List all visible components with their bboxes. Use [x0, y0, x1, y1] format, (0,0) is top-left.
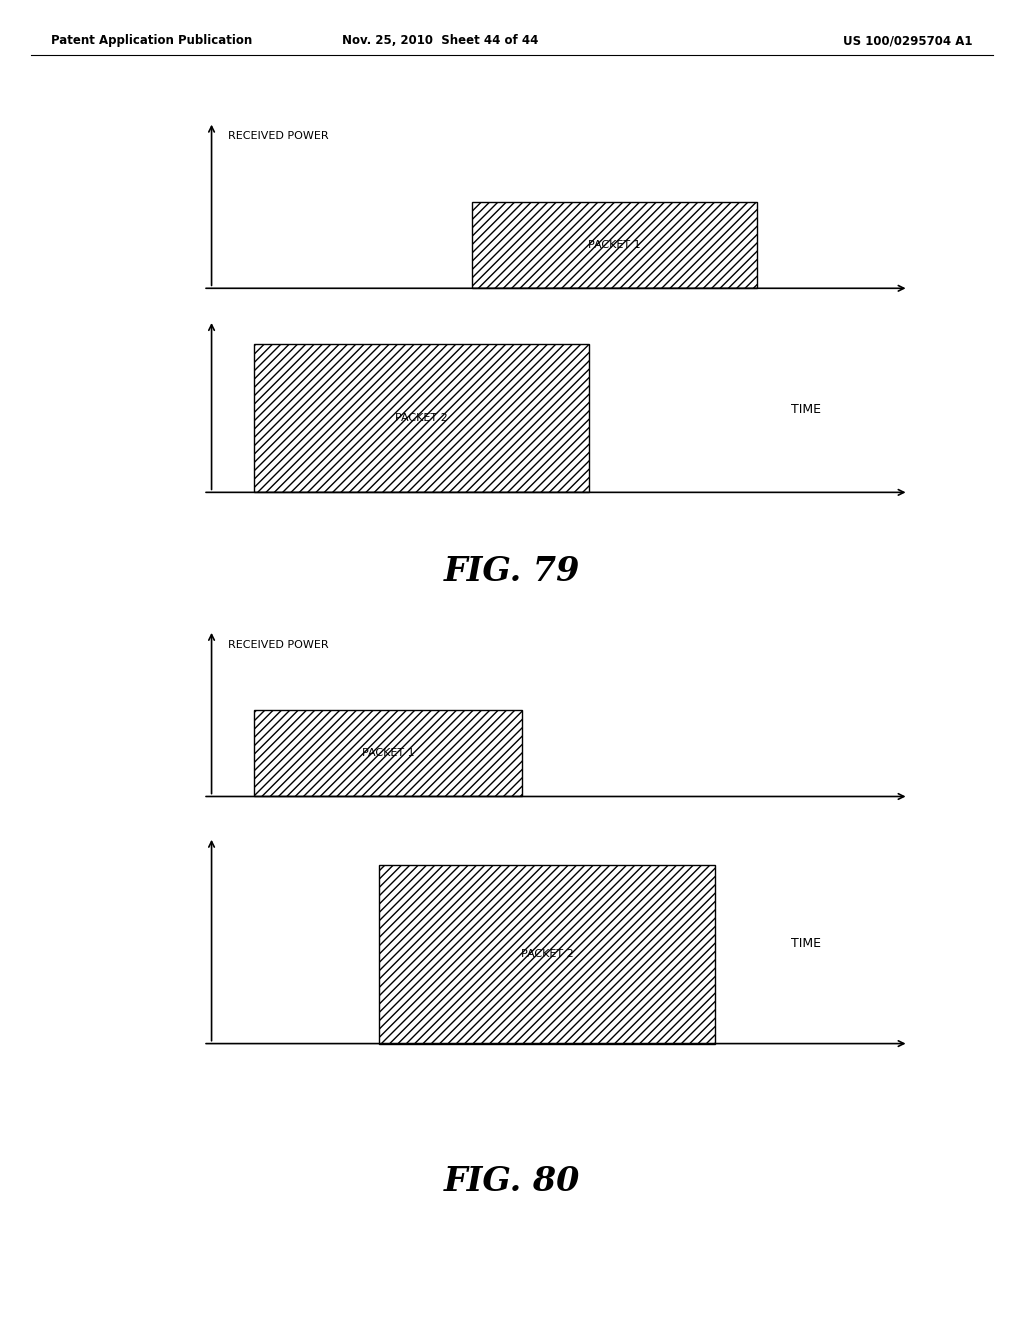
Text: PACKET 2: PACKET 2 — [395, 413, 447, 424]
Text: TIME: TIME — [791, 937, 821, 950]
Bar — [472, 202, 758, 288]
Text: RECEIVED POWER: RECEIVED POWER — [228, 639, 329, 649]
Text: US 100/0295704 A1: US 100/0295704 A1 — [844, 34, 973, 48]
Text: Patent Application Publication: Patent Application Publication — [51, 34, 253, 48]
Text: FIG. 79: FIG. 79 — [443, 556, 581, 589]
Text: FIG. 80: FIG. 80 — [443, 1166, 581, 1199]
Bar — [254, 710, 522, 796]
Text: PACKET 1: PACKET 1 — [361, 748, 414, 759]
Text: PACKET 2: PACKET 2 — [521, 949, 573, 960]
Text: Nov. 25, 2010  Sheet 44 of 44: Nov. 25, 2010 Sheet 44 of 44 — [342, 34, 539, 48]
Text: PACKET 1: PACKET 1 — [589, 240, 641, 251]
Text: TIME: TIME — [791, 403, 821, 416]
Bar — [380, 866, 716, 1044]
Bar — [254, 343, 590, 492]
Text: RECEIVED POWER: RECEIVED POWER — [228, 132, 329, 141]
